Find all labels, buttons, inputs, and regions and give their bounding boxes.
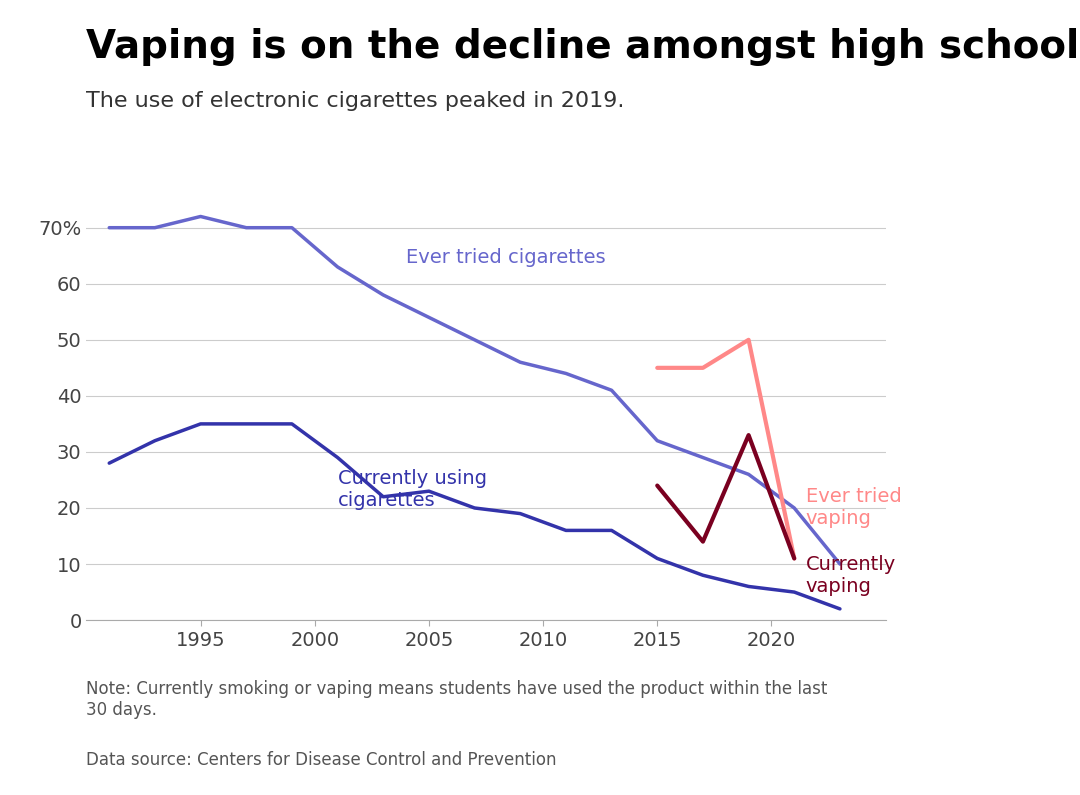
Text: Currently using
cigarettes: Currently using cigarettes — [338, 469, 487, 510]
Text: Data source: Centers for Disease Control and Prevention: Data source: Centers for Disease Control… — [86, 751, 557, 770]
Text: Vaping is on the decline amongst high schoolers: Vaping is on the decline amongst high sc… — [86, 28, 1080, 66]
Text: Ever tried cigarettes: Ever tried cigarettes — [406, 248, 606, 267]
Text: The use of electronic cigarettes peaked in 2019.: The use of electronic cigarettes peaked … — [86, 91, 624, 111]
Text: Ever tried
vaping: Ever tried vaping — [806, 487, 902, 529]
Text: Note: Currently smoking or vaping means students have used the product within th: Note: Currently smoking or vaping means … — [86, 680, 827, 719]
Text: Currently
vaping: Currently vaping — [806, 555, 896, 595]
